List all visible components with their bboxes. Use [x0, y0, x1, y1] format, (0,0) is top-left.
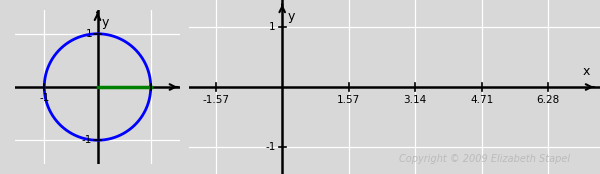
Text: 1: 1 — [86, 29, 92, 39]
Text: y: y — [102, 16, 109, 29]
Text: 3.14: 3.14 — [404, 95, 427, 105]
Text: y: y — [287, 10, 295, 23]
Text: -1: -1 — [39, 93, 49, 103]
Text: x: x — [583, 65, 590, 78]
Text: 1.57: 1.57 — [337, 95, 361, 105]
Text: 4.71: 4.71 — [470, 95, 493, 105]
Text: -1.57: -1.57 — [202, 95, 229, 105]
Text: -1: -1 — [82, 135, 92, 145]
Text: 1: 1 — [269, 22, 276, 32]
Text: 6.28: 6.28 — [536, 95, 560, 105]
Text: -1: -1 — [265, 142, 276, 152]
Text: Copyright © 2009 Elizabeth Stapel: Copyright © 2009 Elizabeth Stapel — [400, 154, 571, 164]
